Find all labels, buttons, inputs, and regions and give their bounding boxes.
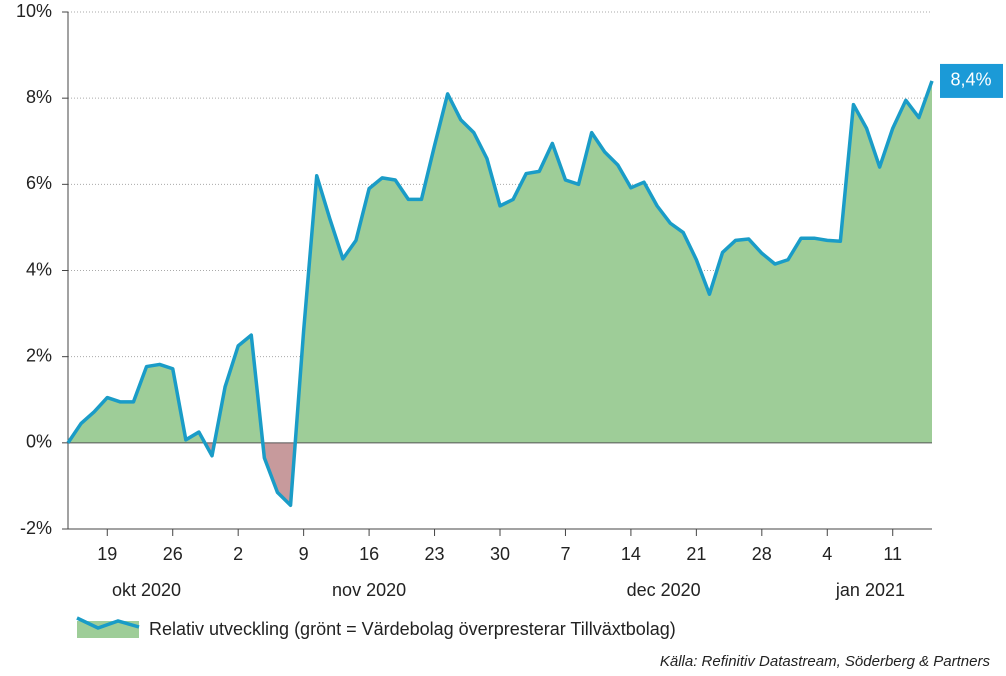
month-label: okt 2020 bbox=[112, 580, 181, 600]
x-tick-label: 16 bbox=[359, 544, 379, 564]
month-label: nov 2020 bbox=[332, 580, 406, 600]
month-label: jan 2021 bbox=[835, 580, 905, 600]
legend-line bbox=[76, 616, 140, 630]
x-tick-label: 21 bbox=[686, 544, 706, 564]
x-tick-label: 23 bbox=[425, 544, 445, 564]
y-tick-label: 8% bbox=[26, 87, 52, 107]
area-negative bbox=[204, 442, 296, 506]
y-tick-label: 2% bbox=[26, 345, 52, 365]
x-tick-label: 7 bbox=[560, 544, 570, 564]
y-tick-label: -2% bbox=[20, 518, 52, 538]
y-tick-label: 4% bbox=[26, 259, 52, 279]
y-tick-label: 10% bbox=[16, 1, 52, 21]
value-label: 8,4% bbox=[950, 70, 991, 90]
x-tick-label: 2 bbox=[233, 544, 243, 564]
line bbox=[66, 80, 934, 508]
x-tick-label: 19 bbox=[97, 544, 117, 564]
x-tick-label: 26 bbox=[163, 544, 183, 564]
x-tick-label: 28 bbox=[752, 544, 772, 564]
source: Källa: Refinitiv Datastream, Söderberg &… bbox=[660, 653, 991, 670]
x-tick-label: 14 bbox=[621, 544, 641, 564]
area-positive bbox=[68, 80, 932, 443]
month-label: dec 2020 bbox=[627, 580, 701, 600]
x-tick-label: 4 bbox=[822, 544, 832, 564]
legend-label: Relativ utveckling (grönt = Värdebolag ö… bbox=[149, 619, 676, 639]
x-tick-label: 30 bbox=[490, 544, 510, 564]
x-tick-label: 9 bbox=[299, 544, 309, 564]
x-tick-label: 11 bbox=[883, 544, 902, 564]
value-label-box bbox=[940, 63, 1003, 98]
y-tick-label: 6% bbox=[26, 173, 52, 193]
y-tick-label: 0% bbox=[26, 432, 52, 452]
